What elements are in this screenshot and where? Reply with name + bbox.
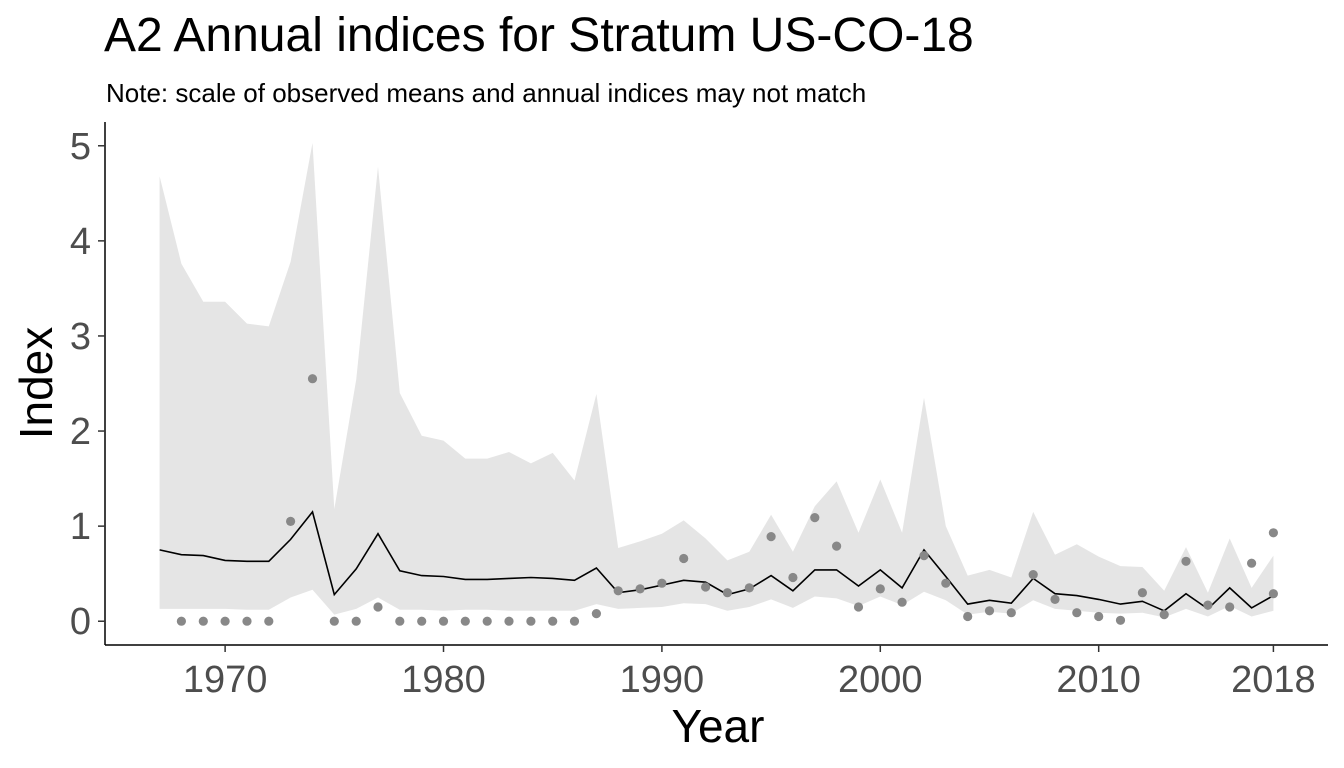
observed-mean-point: [307, 374, 318, 384]
axes-layer: 0 1 2 3 4 5 1970 1980 1990 2000 2010 2018: [70, 122, 1328, 701]
y-axis-title: Index: [10, 327, 62, 440]
observed-mean-point: [810, 513, 820, 523]
observed-mean-point: [766, 532, 776, 542]
observed-mean-point: [1268, 528, 1278, 538]
credible-interval-layer: [159, 142, 1274, 618]
observed-mean-point: [1028, 570, 1038, 580]
observed-mean-point: [373, 602, 383, 612]
observed-mean-point: [832, 541, 842, 551]
observed-mean-point: [526, 616, 536, 626]
observed-mean-point: [395, 616, 405, 626]
observed-mean-point: [1137, 588, 1147, 598]
chart-title: A2 Annual indices for Stratum US-CO-18: [104, 9, 974, 62]
observed-mean-point: [984, 606, 995, 616]
y-tick-label: 5: [70, 126, 91, 168]
y-tick-label: 1: [70, 506, 91, 548]
x-tick-label: 1970: [183, 659, 268, 701]
observed-mean-point: [1247, 558, 1257, 568]
observed-mean-point: [1159, 610, 1169, 620]
observed-mean-point: [460, 616, 470, 626]
x-tick-label: 2018: [1231, 659, 1316, 701]
observed-mean-point: [1094, 611, 1104, 622]
observed-mean-point: [1006, 608, 1016, 618]
observed-mean-point: [897, 597, 907, 607]
observed-mean-point: [1050, 594, 1060, 605]
observed-mean-point: [1268, 589, 1278, 599]
observed-mean-point: [351, 616, 361, 626]
observed-mean-point: [1225, 602, 1235, 612]
observed-mean-point: [788, 572, 798, 583]
observed-mean-point: [635, 584, 645, 594]
observed-mean-point: [744, 583, 754, 593]
y-tick-label: 3: [70, 316, 91, 358]
x-tick-label: 1980: [401, 659, 486, 701]
annual-index-line: [159, 510, 1274, 612]
x-axis-title: Year: [672, 700, 765, 752]
observed-mean-point: [504, 616, 514, 626]
observed-mean-point: [176, 616, 186, 626]
observed-mean-point: [613, 586, 623, 596]
observed-mean-point: [657, 578, 667, 588]
y-tick-label: 0: [70, 601, 91, 643]
observed-mean-point: [875, 584, 885, 594]
observed-mean-point: [548, 616, 558, 626]
index-line-layer: [159, 510, 1274, 612]
x-tick-label: 2000: [838, 659, 923, 701]
credible-interval-ribbon: [159, 142, 1274, 618]
observed-mean-point: [286, 516, 296, 527]
observed-mean-point: [264, 616, 274, 626]
observed-points-layer: [176, 374, 1278, 626]
x-tick-label: 1990: [620, 659, 705, 701]
observed-mean-point: [591, 609, 602, 619]
observed-mean-point: [329, 616, 339, 626]
observed-mean-point: [1181, 556, 1191, 566]
observed-mean-point: [198, 616, 208, 626]
observed-mean-point: [1115, 615, 1126, 625]
observed-mean-point: [569, 616, 580, 626]
observed-mean-point: [242, 616, 252, 626]
x-tick-label: 2010: [1056, 659, 1141, 701]
y-tick-label: 2: [70, 411, 91, 453]
observed-mean-point: [482, 616, 492, 626]
chart-subtitle: Note: scale of observed means and annual…: [106, 78, 867, 108]
observed-mean-point: [722, 588, 733, 598]
y-tick-label: 4: [70, 221, 91, 263]
observed-mean-point: [941, 578, 951, 588]
observed-mean-point: [963, 611, 973, 622]
observed-mean-point: [220, 616, 230, 626]
observed-mean-point: [679, 553, 689, 564]
observed-mean-point: [701, 582, 711, 592]
observed-mean-point: [1072, 608, 1082, 618]
observed-mean-point: [919, 551, 929, 561]
observed-mean-point: [1203, 600, 1213, 610]
observed-mean-point: [438, 616, 449, 626]
observed-mean-point: [417, 616, 427, 626]
observed-mean-point: [853, 602, 864, 612]
